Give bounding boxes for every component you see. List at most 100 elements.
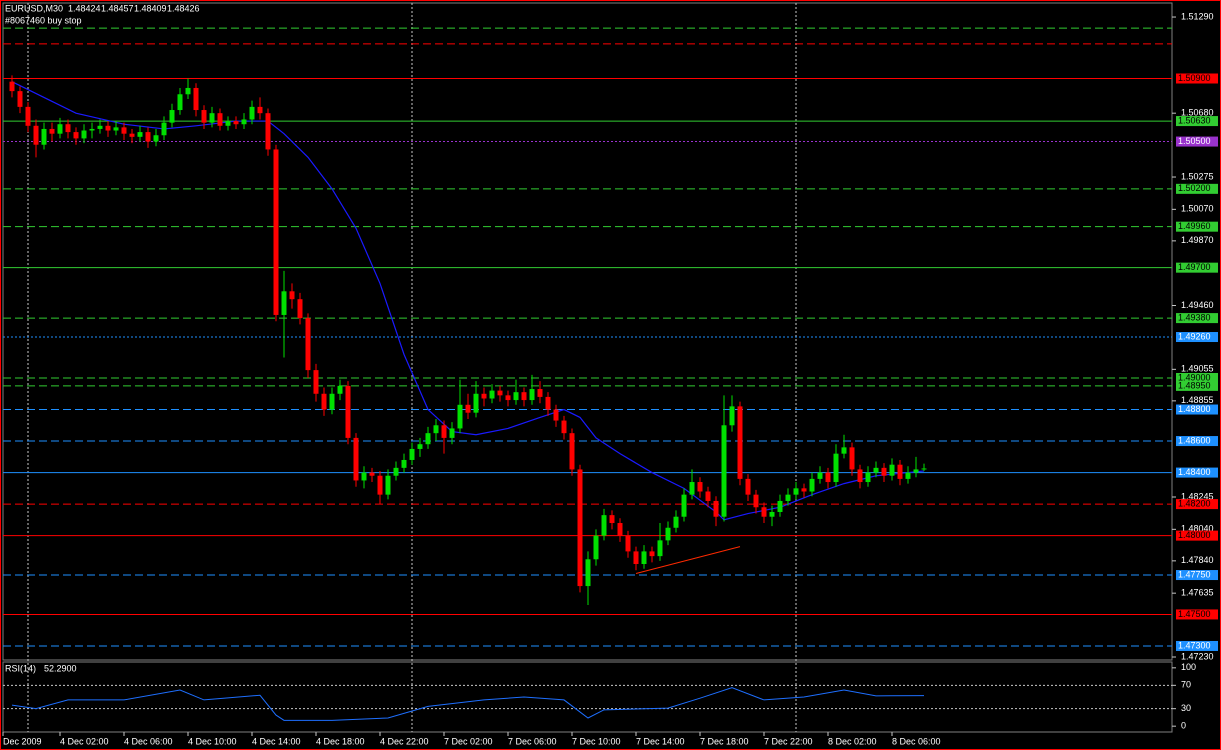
level-label: 1.48000 <box>1178 530 1211 540</box>
candle-body <box>121 127 127 134</box>
candle-body <box>737 406 743 479</box>
candle-body <box>657 540 663 557</box>
candle-body <box>601 515 607 536</box>
x-tick-label: 4 Dec 02:00 <box>60 736 109 746</box>
candle-body <box>889 464 895 476</box>
candle-body <box>249 106 255 120</box>
rsi-y-tick-label: 100 <box>1181 662 1196 672</box>
candle-body <box>49 128 55 134</box>
candle-body <box>497 390 503 396</box>
candle-body <box>105 125 111 131</box>
y-tick-label: 1.51290 <box>1181 11 1214 21</box>
candle-body <box>385 475 391 495</box>
x-tick-label: 7 Dec 10:00 <box>572 736 621 746</box>
candle-body <box>793 488 799 495</box>
x-tick-label: 4 Dec 22:00 <box>380 736 429 746</box>
y-tick-label: 1.50275 <box>1181 171 1214 181</box>
candle-body <box>177 94 183 111</box>
candle-body <box>745 478 751 495</box>
candle-body <box>313 370 319 394</box>
level-label-box <box>1176 136 1218 147</box>
candle-body <box>193 87 199 111</box>
y-tick-label: 1.47635 <box>1181 588 1214 598</box>
x-tick-label: Dec 2009 <box>3 736 42 746</box>
candle-body <box>625 535 631 552</box>
candle-body <box>921 468 927 470</box>
labels-layer: Dec 2009 4 Dec 02:00 4 Dec 06:00 4 Dec 10:0… <box>3 11 1218 746</box>
candle-body <box>721 425 727 517</box>
level-label-box <box>1176 609 1218 620</box>
candle-body <box>705 491 711 501</box>
candle-body <box>729 406 735 426</box>
x-tick-label: 7 Dec 22:00 <box>764 736 813 746</box>
candle-body <box>913 469 919 473</box>
levels-layer <box>3 27 1172 710</box>
candle-body <box>529 389 535 401</box>
x-tick-label: 4 Dec 10:00 <box>188 736 237 746</box>
candle-body <box>441 425 447 438</box>
candle-body <box>449 428 455 438</box>
rsi-y-tick-label: 70 <box>1181 680 1191 690</box>
level-label: 1.50200 <box>1178 183 1211 193</box>
candle-body <box>185 87 191 95</box>
candle-body <box>665 527 671 541</box>
candle-body <box>417 444 423 449</box>
candle-body <box>897 464 903 479</box>
level-label: 1.48800 <box>1178 404 1211 414</box>
candle-body <box>161 122 167 136</box>
candle-body <box>481 393 487 399</box>
candle-body <box>617 523 623 536</box>
level-label: 1.50500 <box>1178 136 1211 146</box>
candle-body <box>265 113 271 150</box>
level-label: 1.49960 <box>1178 221 1211 231</box>
candle-body <box>761 507 767 517</box>
candle-body <box>633 551 639 565</box>
level-label-box <box>1176 262 1218 273</box>
candle-body <box>81 130 87 139</box>
level-label-box <box>1176 499 1218 510</box>
level-label: 1.48600 <box>1178 435 1211 445</box>
y-tick-label: 1.49460 <box>1181 300 1214 310</box>
level-label-box <box>1176 640 1218 651</box>
last-close: 1.48426 <box>167 3 200 13</box>
candle-body <box>433 425 439 434</box>
candle-body <box>353 437 359 481</box>
candle-body <box>361 472 367 481</box>
candle-body <box>713 500 719 517</box>
candle-body <box>641 551 647 565</box>
level-label: 1.50900 <box>1178 73 1211 83</box>
level-label: 1.47500 <box>1178 609 1211 619</box>
candle-body <box>825 472 831 483</box>
candle-body <box>241 119 247 125</box>
last-open: 1.48424 <box>68 3 101 13</box>
candle-body <box>225 121 231 126</box>
candle-body <box>273 149 279 315</box>
candle-body <box>89 128 95 131</box>
level-label-box <box>1176 436 1218 447</box>
candle-body <box>401 459 407 468</box>
candle-body <box>73 132 79 139</box>
candle-body <box>561 420 567 434</box>
level-label: 1.49260 <box>1178 331 1211 341</box>
y-tick-label: 1.49870 <box>1181 235 1214 245</box>
y-tick-label: 1.50070 <box>1181 204 1214 214</box>
level-label: 1.49000 <box>1178 372 1211 382</box>
x-tick-label: 7 Dec 02:00 <box>444 736 493 746</box>
candle-body <box>113 127 119 131</box>
candle-body <box>545 396 551 410</box>
y-tick-label: 1.49055 <box>1181 364 1214 374</box>
candle-body <box>577 469 583 587</box>
candle-body <box>409 448 415 460</box>
candle-body <box>457 404 463 429</box>
rsi-panel <box>2 661 1173 733</box>
candle-body <box>833 453 839 483</box>
x-tick-label: 8 Dec 02:00 <box>828 736 877 746</box>
candle-body <box>473 393 479 413</box>
candle-body <box>537 389 543 397</box>
x-tick-label: 7 Dec 18:00 <box>700 736 749 746</box>
candle-body <box>345 385 351 438</box>
candle-body <box>369 472 375 476</box>
candle-body <box>233 121 239 125</box>
